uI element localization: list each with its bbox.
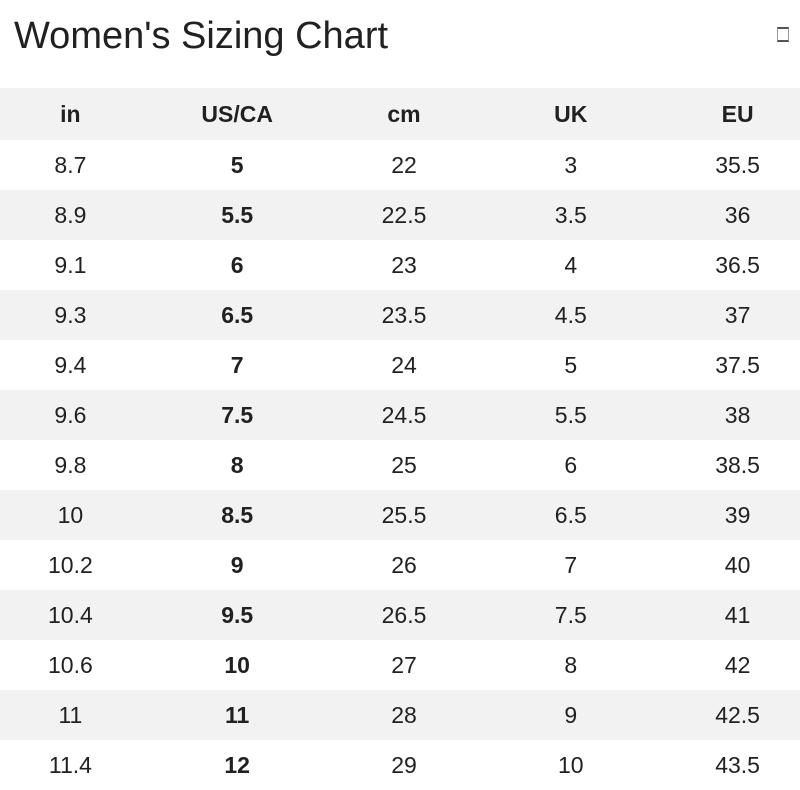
table-cell: 9.6 [0,390,154,440]
table-cell: 9 [487,690,655,740]
table-cell: 42.5 [654,690,800,740]
table-cell: 9.1 [54,251,87,278]
column-header-eu: EU [654,88,800,140]
table-cell: 7 [564,551,578,578]
table-row: 9.1 6 23 4 36.5 [0,240,800,290]
column-header-usca: US/CA [153,88,321,140]
table-header-row: in US/CA cm UK EU [0,88,800,140]
table-cell: 9.3 [0,290,154,340]
table-cell: 11 [153,690,321,740]
table-cell: 7.5 [153,390,321,440]
table-cell: 29 [391,751,417,778]
table-row: 9.4 7 24 5 37.5 [0,340,800,390]
table-cell: 5.5 [487,390,655,440]
table-cell: 3.5 [487,190,655,240]
sizing-table-wrap: in US/CA cm UK EU 8.7 5 22 3 35.5 8.9 5.5 22.5 3… [0,88,800,790]
table-cell: 36 [654,190,800,240]
table-cell: 8 [230,451,244,478]
column-header-cm: cm [320,88,488,140]
table-cell: 11 [0,690,154,740]
table-cell: 26.5 [320,590,488,640]
table-cell: 8.9 [0,190,154,240]
table-cell: 24 [391,351,417,378]
table-cell: 28 [320,690,488,740]
table-cell: 10.2 [48,551,93,578]
table-cell: 22 [391,151,417,178]
table-cell: 41 [654,590,800,640]
table-cell: 8 [564,651,578,678]
table-cell: 6.5 [153,290,321,340]
table-cell: 36.5 [715,251,760,278]
table-cell: 7.5 [487,590,655,640]
table-cell: 42 [724,651,751,678]
table-cell: 6.5 [487,490,655,540]
table-cell: 4 [564,251,578,278]
table-cell: 7 [230,351,244,378]
table-cell: 9.4 [54,351,87,378]
table-row: 9.3 6.5 23.5 4.5 37 [0,290,800,340]
table-cell: 40 [724,551,751,578]
table-cell: 8.7 [54,151,87,178]
sizing-table: in US/CA cm UK EU 8.7 5 22 3 35.5 8.9 5.5 22.5 3… [0,88,800,790]
table-cell: 24.5 [320,390,488,440]
table-row: 11.4 12 29 10 43.5 [0,740,800,790]
table-cell: 10 [0,490,154,540]
table-cell: 4.5 [487,290,655,340]
table-cell: 10.6 [48,651,93,678]
table-cell: 9 [230,551,244,578]
table-cell: 37.5 [715,351,760,378]
table-cell: 10 [224,651,250,678]
table-cell: 10.4 [0,590,154,640]
table-cell: 9.8 [54,451,87,478]
table-cell: 10 [557,751,584,778]
table-cell: 27 [391,651,417,678]
table-cell: 38.5 [715,451,760,478]
table-row: 10.6 10 27 8 42 [0,640,800,690]
table-row: 11 11 28 9 42.5 [0,690,800,740]
sizing-table-body: 8.7 5 22 3 35.5 8.9 5.5 22.5 3.5 36 9.1 6 23 4 36.5 9.3… [0,140,800,790]
table-cell: 37 [654,290,800,340]
column-header-uk: UK [487,88,655,140]
page-header: Women's Sizing Chart [0,0,800,88]
table-cell: 35.5 [715,151,760,178]
table-cell: 23 [391,251,417,278]
table-cell: 43.5 [715,751,760,778]
table-row: 10.4 9.5 26.5 7.5 41 [0,590,800,640]
table-cell: 3 [564,151,578,178]
table-cell: 38 [654,390,800,440]
empty-box-glyph-icon[interactable] [777,27,789,42]
table-row: 10 8.5 25.5 6.5 39 [0,490,800,540]
table-cell: 12 [224,751,250,778]
table-row: 8.7 5 22 3 35.5 [0,140,800,190]
table-cell: 6 [564,451,578,478]
table-cell: 25 [391,451,417,478]
table-cell: 5 [564,351,578,378]
table-cell: 5.5 [153,190,321,240]
table-cell: 25.5 [320,490,488,540]
table-cell: 5 [230,151,244,178]
table-cell: 22.5 [320,190,488,240]
table-cell: 6 [230,251,244,278]
table-cell: 9.5 [153,590,321,640]
table-cell: 11.4 [48,751,92,778]
table-cell: 39 [654,490,800,540]
table-cell: 23.5 [320,290,488,340]
table-row: 9.6 7.5 24.5 5.5 38 [0,390,800,440]
page-title: Women's Sizing Chart [14,15,389,57]
table-row: 10.2 9 26 7 40 [0,540,800,590]
column-header-in: in [0,88,154,140]
table-cell: 26 [391,551,417,578]
table-row: 9.8 8 25 6 38.5 [0,440,800,490]
table-row: 8.9 5.5 22.5 3.5 36 [0,190,800,240]
table-cell: 8.5 [153,490,321,540]
